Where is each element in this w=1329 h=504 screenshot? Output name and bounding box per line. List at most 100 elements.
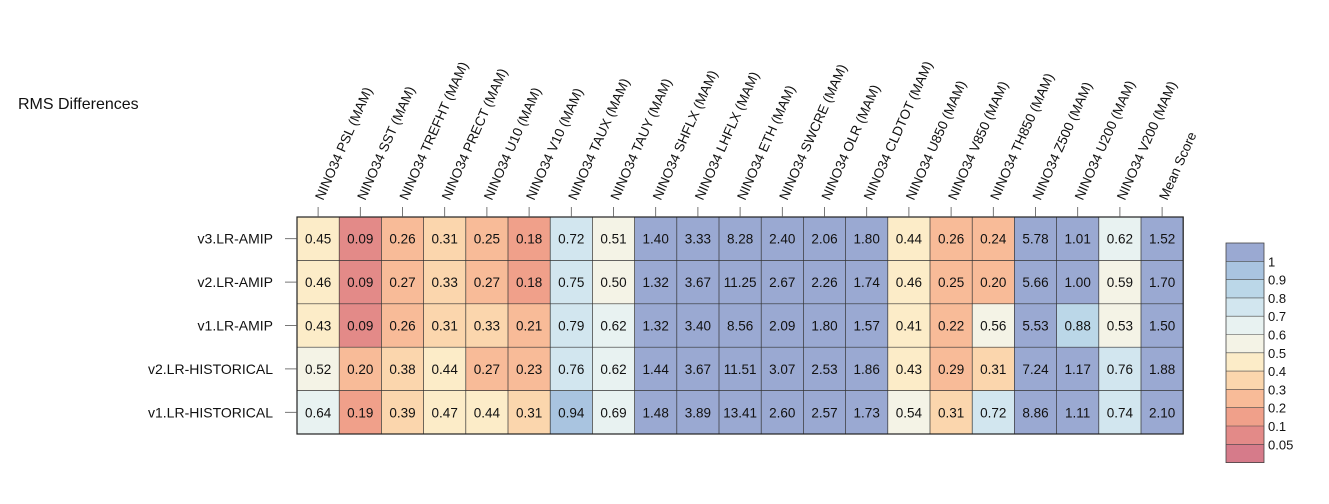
cell-value: 1.88 [1149, 362, 1175, 377]
cell-value: 1.50 [1149, 319, 1175, 334]
heatmap-cell [423, 217, 466, 261]
colorbar: 1 0.9 0.8 0.7 0.6 0.5 0.4 0.3 0.2 0.1 0.05 [1225, 242, 1293, 464]
row-labels: v3.LR-AMIP v2.LR-AMIP v1.LR-AMIP v2.LR-HIST… [148, 231, 297, 420]
cell-value: 2.67 [769, 275, 795, 290]
cell-value: 0.33 [432, 275, 458, 290]
heatmap-cell [592, 217, 635, 261]
cell-value: 0.31 [432, 319, 458, 334]
colorbar-segment [1226, 243, 1264, 262]
cell-value: 0.43 [896, 362, 922, 377]
heatmap-cell [803, 217, 846, 261]
cell-value: 0.20 [347, 362, 373, 377]
cell-value: 0.54 [896, 405, 923, 420]
cell-value: 0.27 [389, 275, 415, 290]
cell-value: 0.23 [516, 362, 542, 377]
heatmap-cell [297, 217, 340, 261]
cell-value: 0.79 [558, 319, 584, 334]
cell-value: 5.78 [1022, 232, 1048, 247]
colorbar-tick-label: 0.3 [1268, 382, 1286, 397]
colorbar-segment [1226, 444, 1264, 463]
cell-value: 5.66 [1022, 275, 1048, 290]
cell-value: 0.56 [980, 319, 1006, 334]
heatmap-cell [719, 217, 762, 261]
colorbar-segment [1226, 297, 1264, 317]
heatmap-cell [1141, 347, 1184, 391]
cell-value: 0.33 [474, 319, 500, 334]
heatmap-cell [297, 260, 340, 304]
heatmap-cell [381, 347, 424, 391]
cell-value: 0.31 [432, 232, 458, 247]
heatmap-cells: 0.45 0.09 0.26 0.31 0.25 0.18 0.72 0.51 1.40 3.33… [297, 217, 1184, 434]
cell-value: 2.06 [811, 232, 837, 247]
heatmap-cell [845, 260, 888, 304]
heatmap-cell [1141, 303, 1184, 348]
cell-value: 0.20 [980, 275, 1006, 290]
cell-value: 0.09 [347, 232, 373, 247]
cell-value: 3.40 [685, 319, 711, 334]
heatmap-cell [761, 303, 804, 348]
row-label: v1.LR-HISTORICAL [148, 404, 273, 420]
cell-value: 0.09 [347, 275, 373, 290]
cell-value: 0.46 [305, 275, 331, 290]
cell-value: 2.53 [811, 362, 837, 377]
cell-value: 8.28 [727, 232, 753, 247]
heatmap-cell [887, 217, 930, 261]
heatmap-cell [550, 390, 593, 434]
cell-value: 0.22 [938, 319, 964, 334]
heatmap-cell [1056, 390, 1099, 434]
cell-value: 0.26 [389, 232, 415, 247]
cell-value: 0.72 [980, 405, 1006, 420]
cell-value: 1.32 [643, 319, 669, 334]
cell-value: 0.29 [938, 362, 964, 377]
cell-value: 0.38 [389, 362, 415, 377]
heatmap-cell [719, 390, 762, 434]
colorbar-tick-label: 0.5 [1268, 346, 1286, 361]
colorbar-segment [1226, 371, 1264, 390]
cell-value: 0.21 [516, 319, 542, 334]
heatmap-cell [803, 347, 846, 391]
cell-value: 3.07 [769, 362, 795, 377]
cell-value: 1.01 [1065, 232, 1091, 247]
heatmap-cell [550, 303, 593, 348]
row-label: v1.LR-AMIP [198, 318, 273, 334]
heatmap-cell [1056, 260, 1099, 304]
cell-value: 3.67 [685, 275, 711, 290]
heatmap-cell [972, 390, 1015, 434]
heatmap-cell [845, 303, 888, 348]
heatmap-cell [1014, 390, 1057, 434]
heatmap-cell [803, 260, 846, 304]
colorbar-tick-label: 0.1 [1268, 419, 1286, 434]
heatmap-cell [1098, 390, 1141, 434]
heatmap-cell [887, 260, 930, 304]
heatmap-cell [508, 260, 551, 304]
cell-value: 11.25 [724, 275, 757, 290]
cell-value: 0.27 [474, 275, 500, 290]
cell-value: 8.86 [1022, 405, 1048, 420]
heatmap-cell [1056, 303, 1099, 348]
heatmap-cell [761, 390, 804, 434]
heatmap-cell [339, 390, 382, 434]
cell-value: 0.51 [600, 232, 626, 247]
heatmap-cell [297, 303, 340, 348]
cell-value: 3.67 [685, 362, 711, 377]
cell-value: 1.40 [643, 232, 669, 247]
cell-value: 1.80 [811, 319, 837, 334]
heatmap-cell [1056, 347, 1099, 391]
heatmap-cell [719, 260, 762, 304]
heatmap-cell [803, 390, 846, 434]
colorbar-segment [1226, 389, 1264, 408]
heatmap-cell [508, 303, 551, 348]
cell-value: 5.53 [1022, 319, 1048, 334]
heatmap-cell [423, 390, 466, 434]
heatmap-cell [761, 217, 804, 261]
cell-value: 0.44 [474, 405, 501, 420]
cell-value: 0.46 [896, 275, 922, 290]
heatmap-cell [930, 390, 973, 434]
cell-value: 0.41 [896, 319, 922, 334]
heatmap-cell [761, 347, 804, 391]
heatmap-cell [423, 303, 466, 348]
heatmap-cell [550, 347, 593, 391]
cell-value: 8.56 [727, 319, 753, 334]
colorbar-segment [1226, 426, 1264, 445]
heatmap-cell [719, 303, 762, 348]
